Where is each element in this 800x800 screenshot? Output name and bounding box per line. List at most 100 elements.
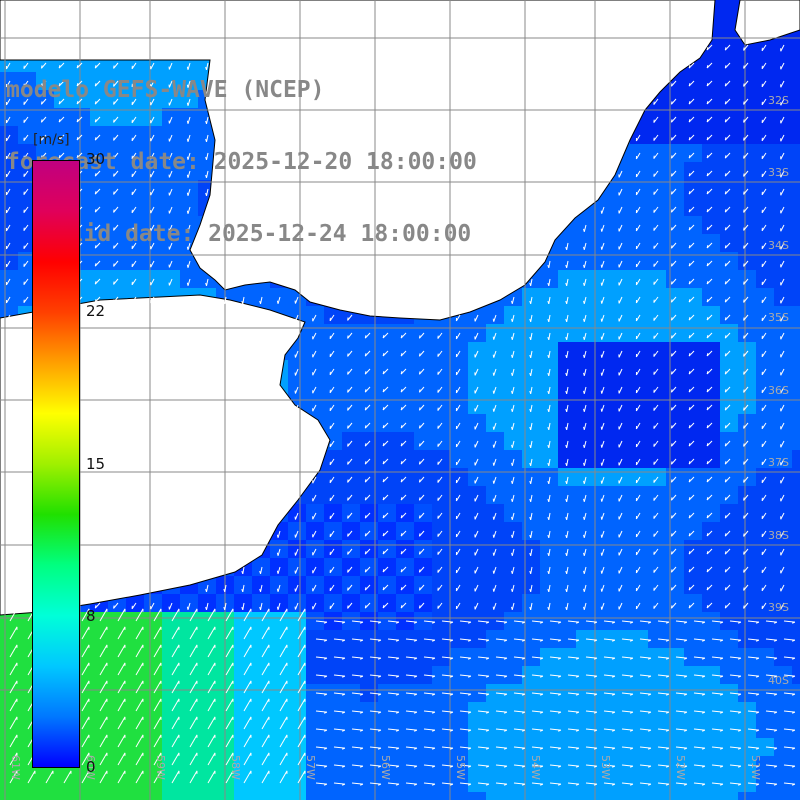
- wind-arrow: [639, 782, 651, 785]
- wind-arrow: [761, 458, 767, 466]
- wind-arrow: [474, 332, 479, 340]
- wind-arrow: [369, 638, 381, 641]
- wind-arrow: [364, 584, 371, 591]
- latitude-label: 35S: [768, 311, 789, 324]
- wind-arrow: [242, 566, 245, 574]
- wind-arrow-head: [485, 729, 490, 732]
- wind-arrow: [724, 80, 731, 87]
- wind-speed-cell: [378, 702, 396, 720]
- wind-arrow-head: [600, 516, 603, 520]
- wind-arrow-head: [364, 551, 367, 555]
- wind-speed-cell: [162, 684, 180, 702]
- wind-arrow: [688, 332, 695, 339]
- wind-arrow-head: [575, 639, 580, 642]
- wind-speed-cell: [126, 720, 144, 738]
- wind-speed-cell: [738, 558, 756, 576]
- wind-arrow: [171, 608, 180, 622]
- wind-arrow-head: [40, 83, 43, 87]
- wind-speed-cell: [324, 594, 342, 612]
- wind-speed-cell: [108, 702, 126, 720]
- wind-speed-cell: [198, 702, 216, 720]
- wind-arrow-head: [341, 747, 346, 750]
- wind-arrow: [99, 770, 108, 784]
- wind-arrow: [675, 638, 687, 641]
- wind-speed-cell: [612, 522, 630, 540]
- wind-speed-cell: [594, 432, 612, 450]
- wind-arrow: [724, 512, 731, 519]
- wind-arrow-head: [688, 515, 691, 519]
- wind-speed-cell: [324, 756, 342, 774]
- wind-arrow: [150, 278, 155, 286]
- wind-arrow: [688, 98, 695, 105]
- wind-arrow: [635, 170, 641, 178]
- wind-speed-cell: [594, 504, 612, 522]
- wind-arrow: [765, 710, 777, 713]
- wind-speed-cell: [378, 504, 396, 522]
- wind-speed-cell: [342, 702, 360, 720]
- wind-arrow: [548, 566, 551, 574]
- wind-arrow-head: [395, 729, 400, 732]
- colorbar-unit: [m/s]: [33, 132, 70, 148]
- wind-arrow: [671, 422, 677, 429]
- wind-arrow: [530, 368, 533, 376]
- wind-speed-cell: [432, 396, 450, 414]
- wind-speed-cell: [522, 702, 540, 720]
- wind-arrow: [693, 764, 705, 767]
- wind-arrow-head: [724, 335, 727, 339]
- wind-arrow: [312, 566, 317, 574]
- wind-arrow: [225, 608, 234, 622]
- wind-arrow-head: [724, 497, 727, 501]
- wind-arrow: [297, 608, 306, 622]
- wind-arrow: [423, 764, 435, 767]
- wind-arrow-head: [688, 299, 691, 303]
- wind-arrow-head: [611, 621, 616, 624]
- wind-arrow: [459, 620, 471, 623]
- wind-speed-cell: [288, 756, 306, 774]
- wind-arrow: [189, 662, 198, 676]
- wind-speed-cell: [576, 324, 594, 342]
- wind-arrow: [76, 134, 83, 141]
- wind-speed-cell: [540, 288, 558, 306]
- wind-arrow: [780, 188, 785, 196]
- wind-arrow: [243, 662, 252, 676]
- wind-arrow: [187, 134, 191, 142]
- wind-arrow: [548, 548, 551, 556]
- wind-speed-cell: [234, 720, 252, 738]
- wind-speed-cell: [504, 360, 522, 378]
- wind-arrow: [400, 458, 407, 465]
- wind-speed-cell: [162, 180, 180, 198]
- wind-speed-cell: [738, 180, 756, 198]
- wind-arrow: [513, 728, 525, 731]
- wind-speed-cell: [342, 558, 360, 576]
- wind-arrow-head: [205, 66, 207, 70]
- wind-speed-cell: [252, 648, 270, 666]
- wind-arrow: [657, 674, 669, 677]
- wind-arrow: [653, 386, 659, 393]
- wind-speed-cell: [774, 558, 792, 576]
- wind-speed-cell: [126, 216, 144, 234]
- wind-speed-cell: [522, 738, 540, 756]
- wind-arrow-head: [418, 587, 421, 591]
- wind-arrow: [729, 674, 741, 677]
- wind-arrow: [279, 752, 288, 766]
- wind-speed-cell: [666, 198, 684, 216]
- wind-speed-cell: [144, 198, 162, 216]
- wind-speed-cell: [288, 594, 306, 612]
- wind-speed-cell: [468, 450, 486, 468]
- wind-speed-cell: [612, 450, 630, 468]
- wind-arrow-head: [547, 318, 550, 323]
- wind-speed-cell: [684, 774, 702, 792]
- wind-speed-cell: [630, 360, 648, 378]
- wind-arrow: [315, 638, 327, 641]
- wind-arrow: [168, 224, 173, 232]
- wind-speed-cell: [396, 522, 414, 540]
- wind-speed-cell: [180, 180, 198, 198]
- wind-arrow-head: [113, 263, 115, 267]
- wind-arrow-head: [113, 605, 115, 609]
- wind-arrow: [566, 350, 569, 358]
- wind-arrow: [369, 674, 381, 677]
- wind-speed-cell: [702, 252, 720, 270]
- wind-speed-cell: [504, 486, 522, 504]
- wind-speed-cell: [324, 612, 342, 630]
- wind-arrow: [653, 458, 659, 465]
